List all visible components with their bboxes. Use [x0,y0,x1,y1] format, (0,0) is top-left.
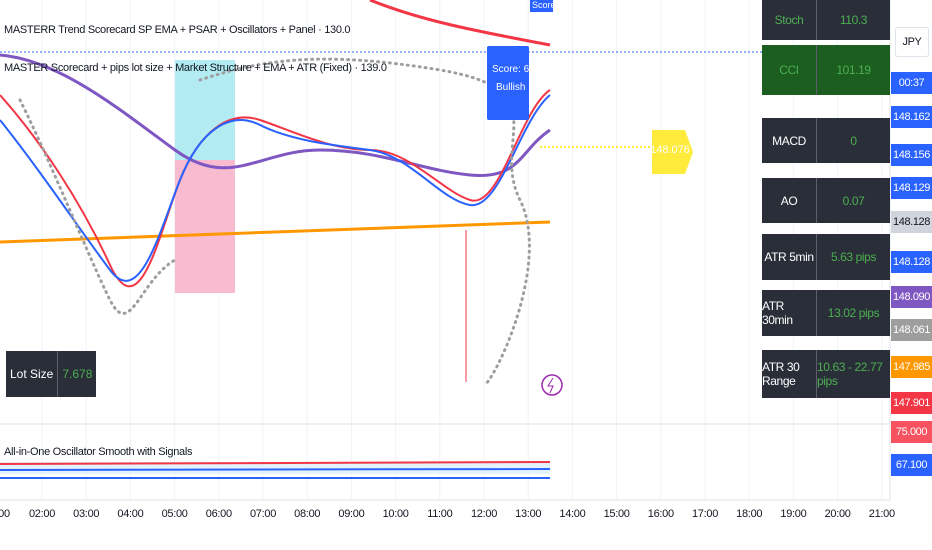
ema-line [0,53,551,178]
ema-line [0,220,551,244]
panel-row: ATR 30 Range 10.63 - 22.77 pips [762,350,890,398]
price-axis-label: 148.162 [891,106,932,128]
target-label-bg [652,130,693,174]
time-axis-label: 19:00 [780,508,807,520]
ema-line [0,94,551,282]
oscillator-line [0,468,551,471]
panel-key: CCI [762,45,817,95]
panel-key: ATR 5min [762,234,817,280]
time-axis-label: 15:00 [603,508,630,520]
time-axis-label: 06:00 [205,508,232,520]
time-axis-label: 00 [0,508,10,520]
price-axis-label: 00:37 [891,72,932,94]
time-axis-label: 08:00 [294,508,321,520]
time-axis-label: 10:00 [382,508,409,520]
price-axis-label: 67.100 [891,454,932,476]
time-axis-label: 02:00 [28,508,56,520]
currency-button[interactable]: JPY [895,27,929,57]
panel-value: 10.63 - 22.77 pips [817,360,883,388]
panel-value: 0 [850,133,857,148]
price-axis-label: 147.901 [891,392,932,414]
time-axis-label: 13:00 [515,508,542,520]
price-axis-label: 148.061 [891,319,932,341]
price-axis-label: 75.000 [891,421,932,443]
time-axis-label: 05:00 [161,508,188,520]
time-axis-label: 12:00 [470,508,498,520]
price-axis-label: 148.129 [891,177,932,199]
indicator-title: MASTER Scorecard + pips lot size + Marke… [4,62,387,74]
panel-key: Stoch [762,0,817,40]
lot-size-box: Lot Size 7.678 [6,351,97,397]
time-axis-label: 09:00 [338,508,365,520]
panel-key: MACD [762,118,817,163]
price-axis-label: 148.156 [891,144,932,166]
panel-row: ATR 5min 5.63 pips [762,234,890,280]
time-axis-label: 11:00 [427,508,453,520]
target-label: 148.076 [650,144,690,156]
panel-key: AO [762,178,817,223]
score-label-bg [487,46,529,120]
time-axis-label: 04:00 [117,508,144,520]
panel-row: ATR 30min 13.02 pips [762,290,890,336]
panel-value: 101.19 [836,63,871,77]
time-axis-label: 07:00 [249,508,277,520]
price-axis-label: 148.090 [891,286,932,308]
time-axis-label: 14:00 [559,508,586,520]
panel-row: CCI 101.19 [762,45,890,95]
score-label: Score: 6.6 [492,64,538,75]
time-axis-label: 03:00 [73,508,100,520]
lot-size-value: 7.678 [62,367,93,381]
price-axis-label: 147.985 [891,356,932,378]
panel-value: 13.02 pips [827,306,880,320]
ema-line [0,89,551,288]
panel-key: ATR 30 Range [762,350,817,398]
time-axis-label: 21:00 [868,508,895,520]
panel-row: AO 0.07 [762,178,890,223]
indicator-title: MASTERR Trend Scorecard SP EMA + PSAR + … [4,24,351,36]
time-axis-label: 17:00 [691,508,719,520]
price-axis-label: 148.128 [891,251,932,273]
panel-row: MACD 0 [762,118,890,163]
panel-key: ATR 30min [762,290,817,336]
lot-size-label: Lot Size [6,351,59,397]
event-icon [547,377,554,394]
score-label: Bullish [496,82,525,93]
panel-value: 5.63 pips [830,250,877,264]
time-axis-label: 16:00 [647,508,674,520]
time-axis-label: 20:00 [824,508,851,520]
psar-dots [18,57,531,387]
score-label-bg [530,0,553,12]
time-axis-label: 18:00 [736,508,763,520]
panel-row: Stoch 110.3 [762,0,890,40]
session-box [175,60,235,160]
price-axis-label: 148.128 [891,211,932,233]
oscillator-band [0,462,550,474]
oscillator-line [0,461,551,465]
score-label: Score: 6.6 [532,0,573,10]
ema-line [369,0,551,47]
event-icon [541,374,563,396]
indicator-title: All-in-One Oscillator Smooth with Signal… [4,446,193,458]
session-box [175,160,235,293]
panel-value: 0.07 [842,193,865,208]
panel-value: 110.3 [839,13,868,27]
